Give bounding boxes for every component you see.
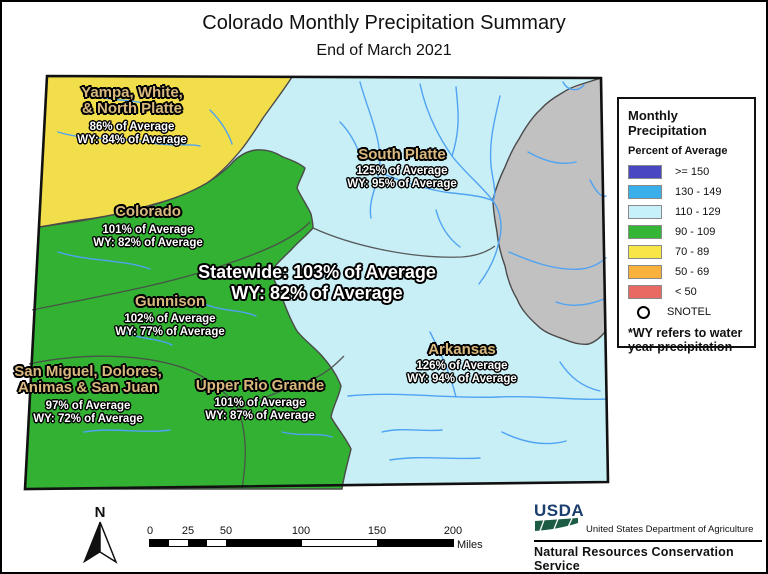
label-south-platte-stats: 125% of Average WY: 95% of Average xyxy=(347,165,457,190)
label-arkansas-name: Arkansas xyxy=(428,341,496,358)
label-statewide: Statewide: 103% of Average WY: 82% of Av… xyxy=(198,262,436,303)
region-eastern-plains xyxy=(492,77,606,345)
rivers xyxy=(57,81,608,461)
label-yampa-stats: 86% of Average WY: 84% of Average xyxy=(77,121,187,146)
usda-department-text: United States Department of Agriculture xyxy=(586,524,754,535)
north-label: N xyxy=(95,504,106,521)
scale-bar: 0 25 50 100 150 200 Miles xyxy=(147,525,483,551)
color-swatch xyxy=(628,224,662,239)
scale-unit: Miles xyxy=(457,539,483,551)
page-subtitle: End of March 2021 xyxy=(316,42,452,59)
color-swatch xyxy=(628,164,662,179)
label-colorado-stats: 101% of Average WY: 82% of Average xyxy=(93,224,203,249)
label-arkansas-stats: 126% of Average WY: 94% of Average xyxy=(407,360,517,385)
color-swatch xyxy=(628,264,662,279)
color-swatch xyxy=(628,284,662,299)
legend-row-snotel: SNOTEL xyxy=(628,304,746,320)
label-south-platte-name: South Platte xyxy=(358,146,446,163)
basin-boundaries xyxy=(28,221,496,490)
region-yampa-white-north-platte xyxy=(38,75,294,228)
label-upper-rio-grande-stats: 101% of Average WY: 87% of Average xyxy=(205,397,315,422)
scale-tick: 0 xyxy=(147,525,153,537)
label-upper-rio-grande-name: Upper Rio Grande xyxy=(195,377,325,394)
legend-row: 90 - 109 xyxy=(628,224,746,239)
label-san-miguel-name: San Miguel, Dolores, Animas & San Juan xyxy=(14,363,162,396)
label-gunnison-name: Gunnison xyxy=(135,293,205,310)
legend-subtitle: Percent of Average xyxy=(628,145,728,157)
color-swatch xyxy=(628,244,662,259)
legend-row: >= 150 xyxy=(628,164,746,179)
legend-row: 130 - 149 xyxy=(628,184,746,199)
scale-tick: 200 xyxy=(444,525,462,537)
scale-tick: 100 xyxy=(292,525,310,537)
usda-nrcs-block: USDA United States Department of Agricul… xyxy=(534,501,762,573)
label-gunnison-stats: 102% of Average WY: 77% of Average xyxy=(115,313,225,338)
usda-swoosh-icon xyxy=(535,518,578,532)
label-colorado-name: Colorado xyxy=(115,203,181,220)
state-outline xyxy=(23,74,610,491)
color-swatch xyxy=(628,204,662,219)
legend-row: 110 - 129 xyxy=(628,204,746,219)
page-title: Colorado Monthly Precipitation Summary xyxy=(202,12,566,34)
scale-tick: 25 xyxy=(182,525,194,537)
legend-row: 50 - 69 xyxy=(628,264,746,279)
scale-tick: 150 xyxy=(368,525,386,537)
label-yampa-name: Yampa, White, & North Platte xyxy=(81,84,183,117)
footer-divider xyxy=(534,540,762,542)
legend-box: Monthly Precipitation Percent of Average… xyxy=(617,97,756,354)
usda-logo: USDA xyxy=(534,501,585,537)
usda-wordmark: USDA xyxy=(534,501,585,520)
north-arrow-icon: N xyxy=(82,504,118,564)
snotel-icon xyxy=(637,305,650,319)
legend-row: < 50 xyxy=(628,284,746,299)
scale-tick: 50 xyxy=(220,525,232,537)
legend-note: *WY refers to water year precipitation xyxy=(628,326,743,354)
label-san-miguel-stats: 97% of Average WY: 72% of Average xyxy=(33,400,143,425)
color-swatch xyxy=(628,184,662,199)
legend-title: Monthly Precipitation xyxy=(628,108,707,138)
nrcs-agency-text: Natural Resources Conservation Service xyxy=(534,545,734,573)
legend-row: 70 - 89 xyxy=(628,244,746,259)
